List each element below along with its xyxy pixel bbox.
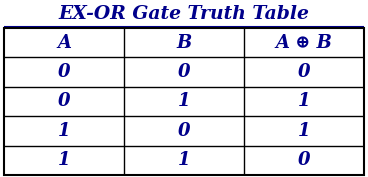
Text: 1: 1: [58, 122, 70, 140]
Text: EX-OR Gate Truth Table: EX-OR Gate Truth Table: [59, 5, 309, 23]
Text: B: B: [176, 34, 192, 52]
Text: 1: 1: [298, 93, 310, 110]
Text: A ⊕ B: A ⊕ B: [276, 34, 332, 52]
Text: 1: 1: [298, 122, 310, 140]
Text: 0: 0: [58, 93, 70, 110]
Text: A: A: [57, 34, 71, 52]
Text: 1: 1: [178, 151, 190, 169]
Text: 0: 0: [58, 63, 70, 81]
Text: 1: 1: [178, 93, 190, 110]
Text: 0: 0: [178, 122, 190, 140]
Text: 0: 0: [298, 151, 310, 169]
Bar: [4, 28, 364, 175]
Text: 0: 0: [298, 63, 310, 81]
Text: 0: 0: [178, 63, 190, 81]
Text: 1: 1: [58, 151, 70, 169]
